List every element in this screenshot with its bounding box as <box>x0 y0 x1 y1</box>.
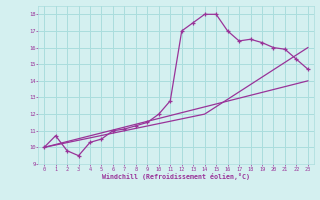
X-axis label: Windchill (Refroidissement éolien,°C): Windchill (Refroidissement éolien,°C) <box>102 173 250 180</box>
